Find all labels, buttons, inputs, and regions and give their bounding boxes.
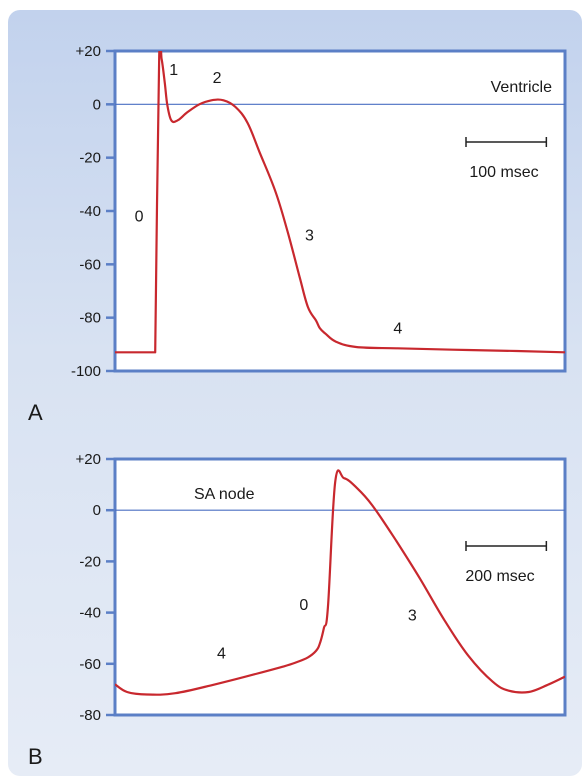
panel-a-phase-label: 4 <box>393 321 402 338</box>
panel-a-phase-label: 3 <box>305 227 314 244</box>
panel-a-ytick-label: 0 <box>93 96 101 113</box>
panel-a-ytick-label: -100 <box>71 363 101 380</box>
panel-a-ytick-label: +20 <box>76 43 101 60</box>
panel-b-phase-label: 0 <box>299 597 308 614</box>
panel-a-action-potential-trace <box>115 51 565 354</box>
panel-b-phase-label: 4 <box>217 646 226 663</box>
panel-b-scale-bar <box>465 541 548 551</box>
panel-a-scale-bar <box>465 137 548 147</box>
panel-b-phase-label: 3 <box>408 607 417 624</box>
panel-b-ytick-label: -20 <box>79 553 101 570</box>
panel-a-scale-bar-label: 100 msec <box>469 164 538 181</box>
panel-a-ytick-label: -40 <box>79 203 101 220</box>
panel-a-plot-frame <box>113 49 567 373</box>
panel-a-ytick-label: -80 <box>79 310 101 327</box>
panel-b-plot-label: SA node <box>194 486 255 503</box>
panel-b-ytick-label: -80 <box>79 707 101 724</box>
panel-b-plot-frame <box>113 457 567 717</box>
panel-a-phase-label: 1 <box>169 62 178 79</box>
panel-b-ytick-label: +20 <box>76 451 101 468</box>
panel-a-chart: +20 0 -20 -40 -60 -80 -100 0 1 2 3 4 Ventricle 100 ms… <box>28 43 567 425</box>
panel-a-plot-label: Ventricle <box>491 79 552 96</box>
panel-b-ytick-label: -60 <box>79 656 101 673</box>
panel-a-phase-label: 2 <box>213 70 222 87</box>
panel-b-chart: +20 0 -20 -40 -60 -80 0 3 4 SA node 200 msec B <box>28 451 567 769</box>
panel-a-ytick-label: -20 <box>79 150 101 167</box>
panel-b-ytick-label: 0 <box>93 502 101 519</box>
panel-a-panel-letter: A <box>28 400 43 425</box>
panel-a-ytick-label: -60 <box>79 256 101 273</box>
panel-b-scale-bar-label: 200 msec <box>465 568 534 585</box>
panel-b-action-potential-trace <box>115 469 565 696</box>
panel-b-panel-letter: B <box>28 744 43 769</box>
panel-a-phase-label: 0 <box>135 209 144 226</box>
panel-b-ytick-label: -40 <box>79 605 101 622</box>
